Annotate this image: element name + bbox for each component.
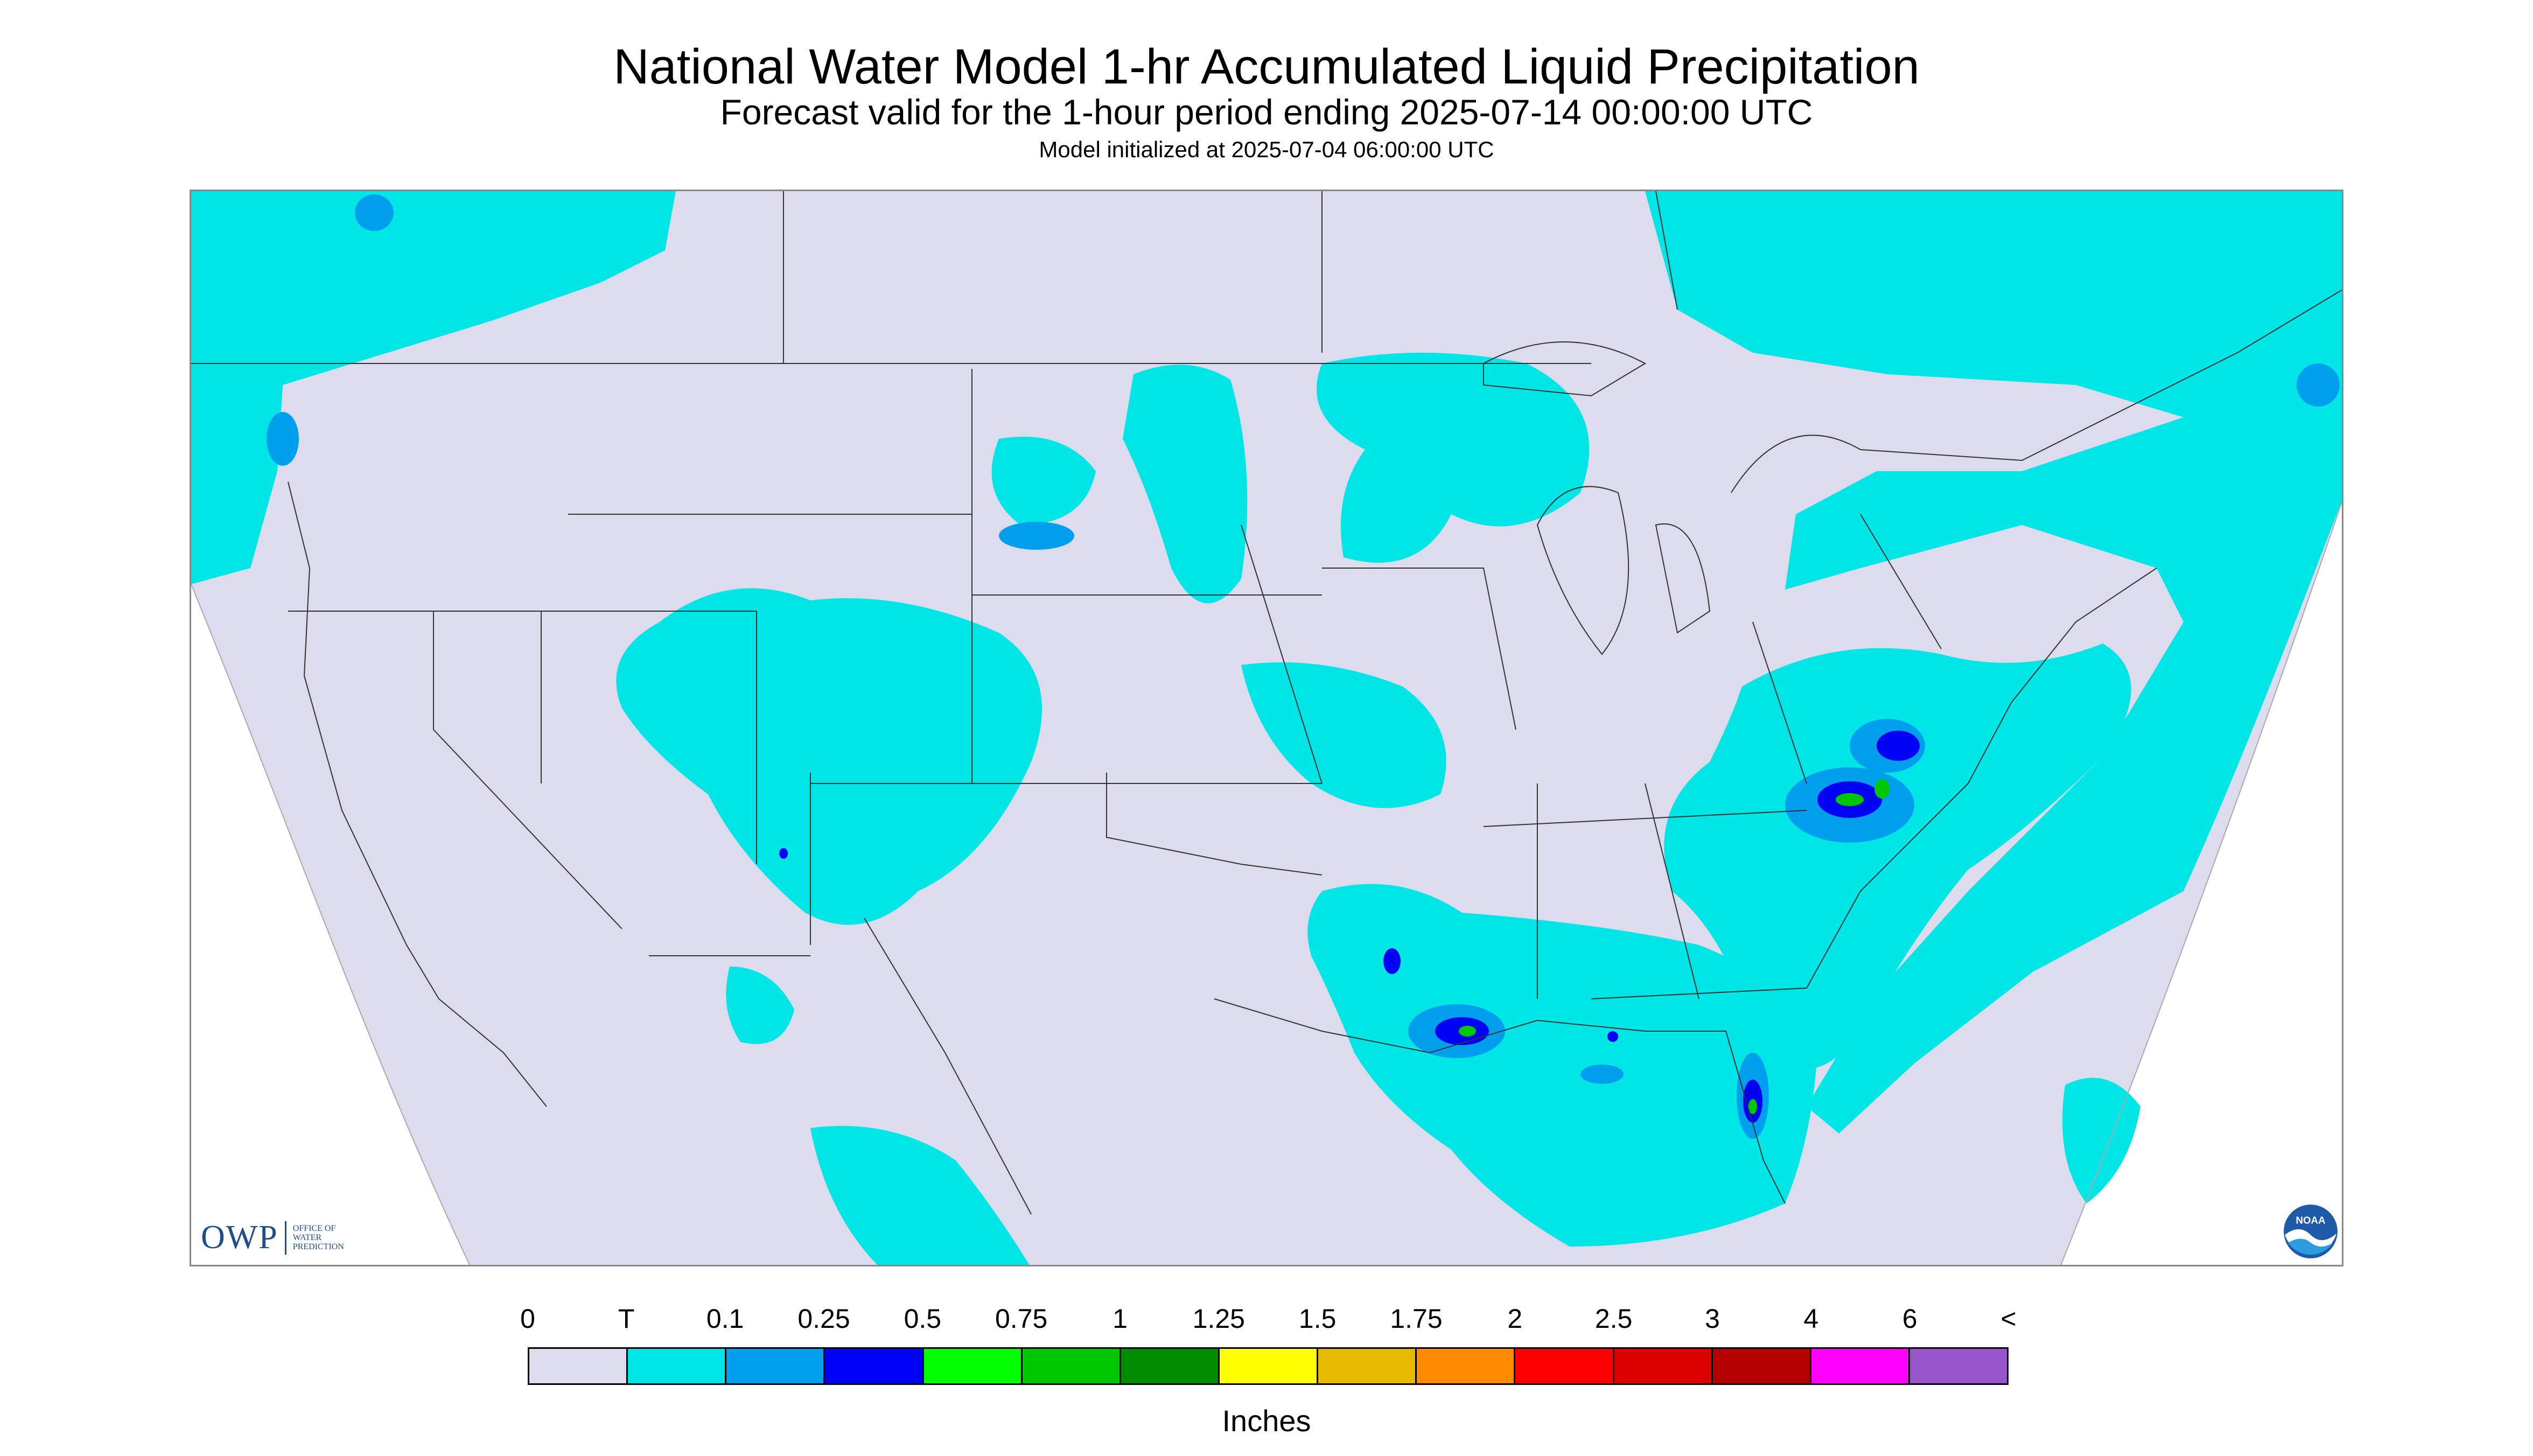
owp-logo-letters: OWP <box>201 1219 278 1256</box>
legend-labels: 0 T 0.1 0.25 0.5 0.75 1 1.25 1.5 1.75 2 2.5 3 4 6 < <box>0 1303 2533 1341</box>
legend-swatch <box>825 1349 924 1383</box>
legend-label: T <box>618 1304 635 1334</box>
owp-logo: OWP OFFICE OF WATER PREDICTION <box>201 1219 358 1257</box>
legend-swatch <box>1417 1349 1516 1383</box>
map-title: National Water Model 1-hr Accumulated Li… <box>613 39 1920 94</box>
map-domain-edge <box>191 500 2342 1265</box>
legend-label: < <box>2000 1304 2017 1334</box>
legend-label: 1.5 <box>1298 1304 1337 1334</box>
legend-swatch <box>1318 1349 1417 1383</box>
legend-swatch <box>1712 1349 1811 1383</box>
legend-label: 0.5 <box>904 1304 942 1334</box>
legend-label: 0 <box>520 1304 535 1334</box>
model-init-time: Model initialized at 2025-07-04 06:00:00… <box>1039 137 1494 162</box>
legend-colorbar <box>528 1347 2009 1385</box>
legend-swatch <box>726 1349 825 1383</box>
owp-logo-line: OFFICE OF <box>292 1224 336 1233</box>
precipitation-map[interactable]: OWP OFFICE OF WATER PREDICTION NOAA <box>190 190 2343 1266</box>
legend-label: 1 <box>1112 1304 1128 1334</box>
legend-label: 0.75 <box>995 1304 1048 1334</box>
map-canvas <box>191 191 2342 1265</box>
legend-label: 0.25 <box>797 1304 850 1334</box>
owp-logo-line: PREDICTION <box>292 1242 344 1251</box>
legend-swatch <box>1909 1349 2007 1383</box>
legend-label: 6 <box>1902 1304 1918 1334</box>
legend-label: 3 <box>1705 1304 1720 1334</box>
legend-label: 4 <box>1803 1304 1819 1334</box>
legend-swatch <box>1811 1349 1910 1383</box>
owp-logo-text: OFFICE OF WATER PREDICTION <box>293 1224 358 1251</box>
legend-swatch <box>1219 1349 1319 1383</box>
owp-logo-line: WATER <box>292 1233 322 1242</box>
map-subtitle: Forecast valid for the 1-hour period end… <box>720 92 1813 132</box>
precip-peak-areas <box>1459 779 1890 1114</box>
legend-swatch <box>1022 1349 1121 1383</box>
precip-light-areas <box>191 191 2342 1265</box>
legend-label: 2.5 <box>1594 1304 1633 1334</box>
legend-label: 0.1 <box>706 1304 744 1334</box>
owp-logo-divider <box>284 1221 286 1255</box>
legend-swatch <box>628 1349 727 1383</box>
legend-swatch <box>529 1349 628 1383</box>
legend-label: 1.25 <box>1192 1304 1245 1334</box>
noaa-logo-text: NOAA <box>2296 1214 2326 1226</box>
legend-label: 1.75 <box>1390 1304 1443 1334</box>
legend-swatch <box>1121 1349 1220 1383</box>
legend-swatch <box>923 1349 1023 1383</box>
legend-label: 2 <box>1507 1304 1523 1334</box>
legend-swatch <box>1515 1349 1614 1383</box>
noaa-logo-icon: NOAA <box>2284 1205 2338 1258</box>
map-borders <box>191 191 2342 1215</box>
legend-units: Inches <box>1222 1404 1311 1438</box>
legend-swatch <box>1614 1349 1713 1383</box>
